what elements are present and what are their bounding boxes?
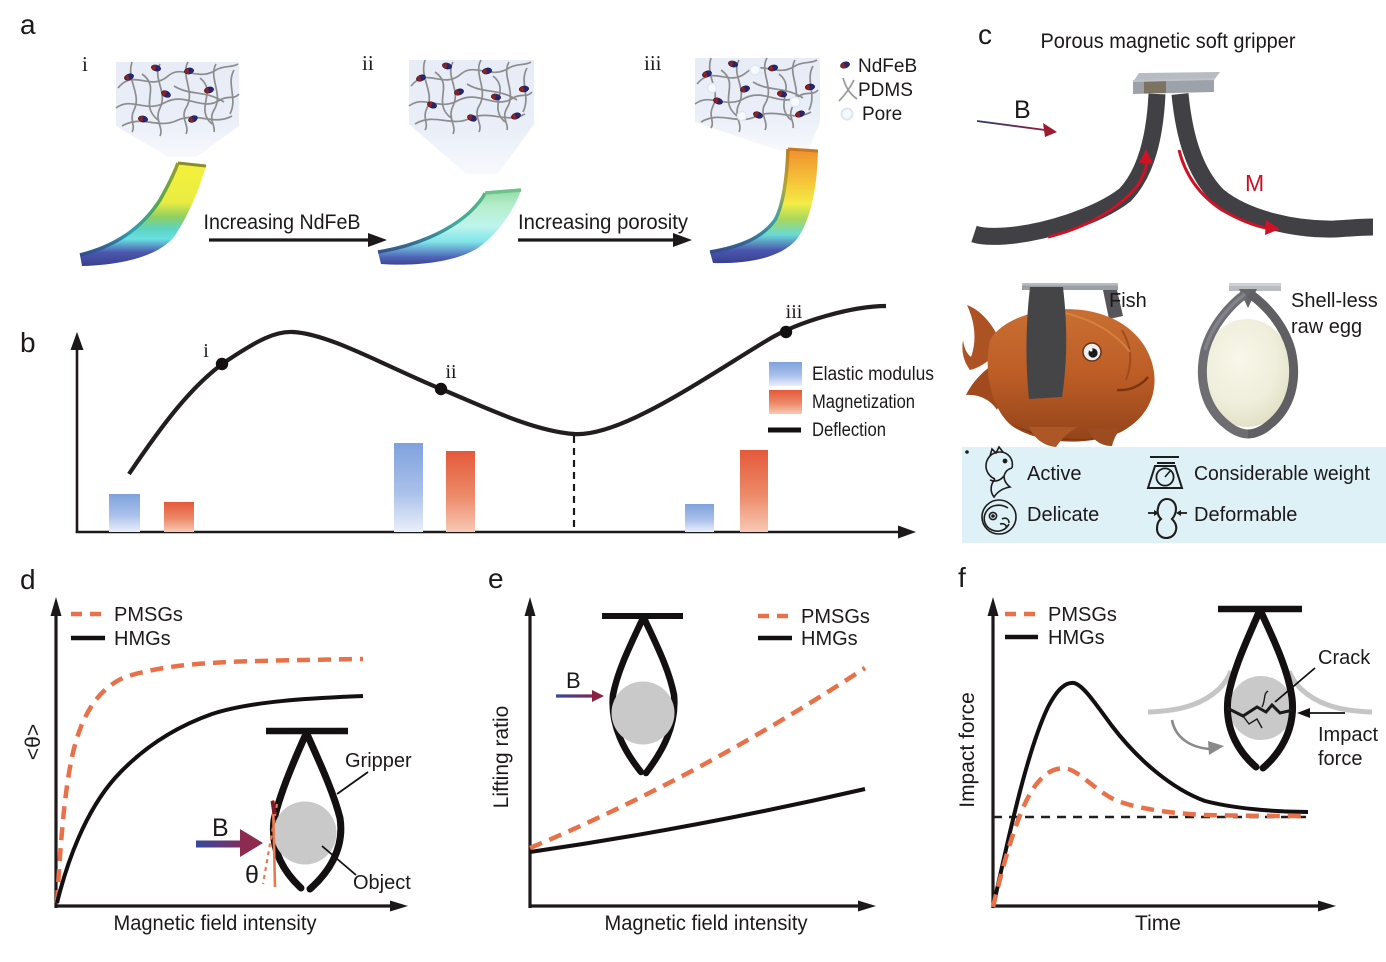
svg-text:Deflection: Deflection: [812, 420, 886, 441]
svg-text:HMGs: HMGs: [114, 628, 171, 650]
svg-text:i: i: [82, 52, 88, 76]
svg-text:d: d: [20, 564, 36, 595]
svg-text:Increasing NdFeB: Increasing NdFeB: [204, 211, 361, 234]
svg-text:<θ>: <θ>: [22, 724, 45, 760]
svg-text:f: f: [958, 562, 966, 593]
svg-text:iii: iii: [786, 301, 803, 323]
svg-text:Shell-less: Shell-less: [1291, 290, 1378, 312]
svg-text:B: B: [1014, 96, 1031, 124]
svg-text:force: force: [1318, 748, 1362, 770]
svg-text:Magnetization: Magnetization: [812, 392, 915, 413]
svg-text:Porous magnetic soft gripper: Porous magnetic soft gripper: [1041, 30, 1296, 53]
svg-text:Magnetic field intensity: Magnetic field intensity: [114, 912, 317, 935]
svg-text:e: e: [488, 563, 504, 594]
svg-text:Fish: Fish: [1109, 290, 1147, 312]
svg-text:Gripper: Gripper: [345, 750, 412, 772]
svg-text:Considerable weight: Considerable weight: [1194, 463, 1370, 485]
svg-text:i: i: [203, 340, 209, 362]
svg-text:iii: iii: [644, 51, 662, 75]
svg-text:HMGs: HMGs: [1048, 627, 1105, 649]
svg-text:Pore: Pore: [862, 104, 902, 125]
svg-text:M: M: [1245, 170, 1264, 196]
svg-text:b: b: [20, 327, 36, 358]
svg-text:Lifting ratio: Lifting ratio: [490, 706, 513, 809]
svg-text:Impact force: Impact force: [956, 692, 979, 808]
svg-text:PDMS: PDMS: [858, 80, 913, 101]
svg-text:Delicate: Delicate: [1027, 504, 1099, 526]
svg-text:Increasing porosity: Increasing porosity: [518, 211, 688, 234]
svg-text:ii: ii: [445, 361, 457, 383]
svg-text:θ: θ: [245, 861, 259, 889]
svg-text:Active: Active: [1027, 463, 1081, 485]
svg-text:PMSGs: PMSGs: [801, 606, 870, 628]
svg-text:PMSGs: PMSGs: [1048, 604, 1117, 626]
svg-text:HMGs: HMGs: [801, 628, 858, 650]
svg-text:Crack: Crack: [1318, 647, 1371, 669]
svg-text:raw egg: raw egg: [1291, 316, 1362, 338]
svg-text:Magnetic field intensity: Magnetic field intensity: [605, 912, 808, 935]
svg-text:Object: Object: [353, 872, 411, 894]
svg-text:NdFeB: NdFeB: [858, 56, 917, 77]
svg-text:Impact: Impact: [1318, 724, 1378, 746]
svg-text:B: B: [566, 668, 581, 693]
svg-text:PMSGs: PMSGs: [114, 604, 183, 626]
svg-text:Deformable: Deformable: [1194, 504, 1297, 526]
svg-text:Elastic modulus: Elastic modulus: [812, 364, 934, 385]
svg-text:c: c: [978, 19, 992, 50]
svg-text:ii: ii: [362, 51, 374, 75]
svg-text:Time: Time: [1135, 912, 1181, 935]
svg-text:a: a: [20, 9, 36, 40]
svg-text:B: B: [212, 814, 229, 842]
